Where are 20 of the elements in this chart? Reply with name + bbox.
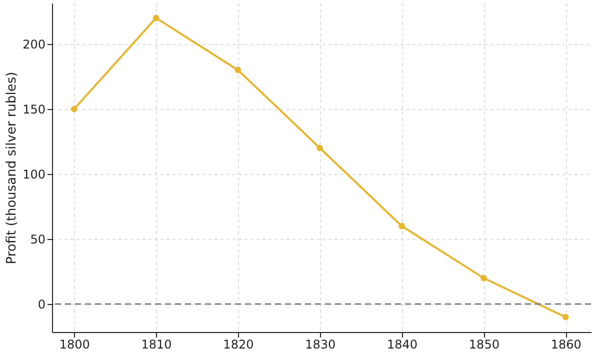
x-tick-label: 1830 bbox=[305, 338, 336, 352]
x-tick-label: 1820 bbox=[223, 338, 254, 352]
y-tick-label: 50 bbox=[30, 232, 46, 247]
point bbox=[398, 222, 405, 230]
point bbox=[152, 14, 160, 22]
point bbox=[70, 106, 78, 112]
point bbox=[316, 144, 324, 152]
point bbox=[562, 314, 569, 320]
y-tick-label: 0 bbox=[38, 298, 46, 312]
point bbox=[234, 66, 242, 74]
x-tick-label: 1800 bbox=[59, 338, 90, 352]
y-axis-title: Profit (thousand silver rubles) bbox=[4, 72, 20, 264]
x-tick-label: 1850 bbox=[468, 338, 500, 352]
y-tick-label: 100 bbox=[22, 168, 46, 182]
x-tick-label: 1840 bbox=[387, 338, 418, 352]
x-tick-label: 1810 bbox=[141, 338, 172, 352]
y-tick-label: 200 bbox=[22, 37, 46, 52]
point bbox=[480, 274, 487, 282]
y-tick-label: 150 bbox=[22, 102, 46, 116]
x-tick-label: 1860 bbox=[550, 338, 582, 352]
